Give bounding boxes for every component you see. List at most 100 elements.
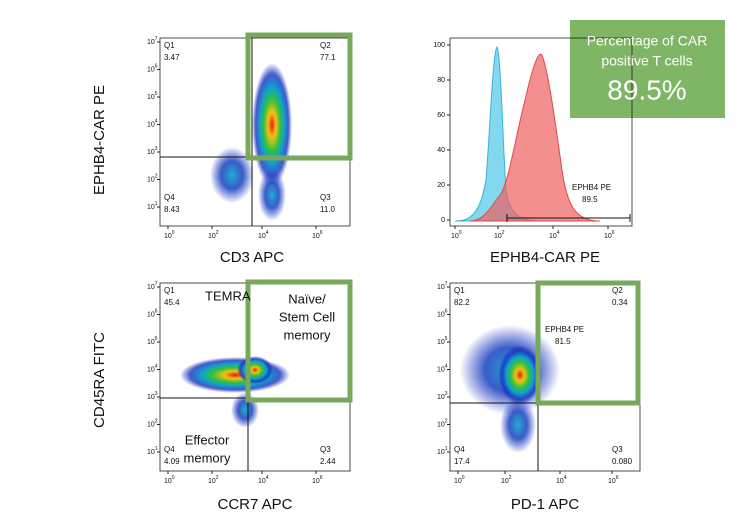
- gate-value: 82.2: [454, 298, 470, 307]
- gate-value: 0.34: [612, 298, 628, 307]
- tick-exp: 2: [216, 230, 219, 236]
- tick-base: 10: [147, 39, 155, 46]
- x-tick-label: 106: [312, 475, 323, 485]
- y-tick-label: 105: [437, 336, 448, 346]
- y-tick-label: 40: [437, 147, 445, 154]
- tick-exp: 3: [445, 391, 448, 397]
- tick-exp: 6: [155, 309, 158, 315]
- tick-base: 10: [147, 94, 155, 101]
- tick-base: 10: [437, 339, 445, 346]
- y-tick-label: 0: [441, 217, 445, 224]
- y-tick-label: 107: [147, 36, 158, 46]
- tick-base: 10: [147, 121, 155, 128]
- tick-exp: 3: [155, 391, 158, 397]
- gate-name: Q1: [164, 286, 175, 295]
- x-axis-label: EPHB4-CAR PE: [490, 249, 600, 266]
- tick-exp: 2: [445, 419, 448, 425]
- x-tick-label: 100: [164, 230, 175, 240]
- tick-exp: 1: [155, 446, 158, 452]
- gate-name: Q3: [320, 445, 331, 454]
- tick-base: 10: [147, 366, 155, 373]
- annotation: Effector: [185, 432, 230, 447]
- tick-base: 10: [437, 311, 445, 318]
- y-tick-label: 106: [147, 309, 158, 319]
- density-cloud: [180, 356, 290, 428]
- x-axis-label: PD-1 APC: [511, 496, 580, 513]
- tick-base: 10: [258, 478, 266, 485]
- gate-name: EPHB4 PE: [545, 325, 584, 334]
- callout-value: 89.5%: [607, 74, 686, 105]
- y-tick-label: 107: [437, 281, 448, 291]
- tick-exp: 2: [216, 475, 219, 481]
- x-tick-label: 104: [258, 475, 269, 485]
- y-tick-label: 101: [147, 446, 158, 456]
- y-tick-label: 101: [147, 201, 158, 211]
- tick-base: 10: [312, 478, 320, 485]
- tick-exp: 2: [155, 419, 158, 425]
- gate-name: Q1: [454, 286, 465, 295]
- tick-base: 10: [147, 421, 155, 428]
- y-tick-label: 103: [147, 391, 158, 401]
- tick-base: 10: [147, 176, 155, 183]
- tick-exp: 4: [266, 475, 269, 481]
- x-tick-label: 106: [312, 230, 323, 240]
- y-tick-label: 106: [147, 64, 158, 74]
- gate-value: 4.09: [164, 457, 180, 466]
- tick-base: 10: [258, 233, 266, 240]
- y-tick-label: 102: [147, 419, 158, 429]
- tick-exp: 7: [445, 281, 448, 287]
- y-tick-label: 102: [147, 174, 158, 184]
- plot-frame: [449, 37, 633, 227]
- tick-base: 10: [437, 366, 445, 373]
- density-cloud: [460, 325, 560, 453]
- tick-exp: 0: [172, 230, 175, 236]
- tick-exp: 4: [155, 364, 158, 370]
- annotation: memory: [184, 450, 231, 465]
- tick-base: 10: [147, 449, 155, 456]
- y-axis-label: EPHB4-CAR PE: [91, 85, 108, 195]
- y-tick-label: 102: [437, 419, 448, 429]
- x-tick-label: 102: [208, 230, 219, 240]
- tick-base: 10: [147, 394, 155, 401]
- annotation: Stem Cell: [279, 309, 335, 324]
- x-tick-label: 106: [604, 230, 615, 240]
- gate-highlight: [245, 279, 353, 403]
- tick-exp: 4: [155, 119, 158, 125]
- gate-value: 2.44: [320, 457, 336, 466]
- tick-exp: 3: [155, 146, 158, 152]
- tick-exp: 7: [155, 281, 158, 287]
- x-tick-label: 102: [494, 230, 505, 240]
- y-tick-label: 104: [147, 364, 158, 374]
- x-tick-label: 102: [501, 475, 512, 485]
- gate-highlight: [245, 32, 353, 161]
- x-tick-label: 100: [164, 475, 175, 485]
- callout-text: Percentage of CAR: [587, 33, 708, 49]
- y-tick-label: 80: [437, 77, 445, 84]
- gate-name: EPHB4 PE: [572, 183, 611, 192]
- x-tick-label: 100: [454, 475, 465, 485]
- tick-base: 10: [208, 233, 216, 240]
- tick-exp: 0: [172, 475, 175, 481]
- gate-value: 8.43: [164, 205, 180, 214]
- tick-base: 10: [147, 339, 155, 346]
- tick-base: 10: [147, 311, 155, 318]
- x-tick-label: 104: [556, 475, 567, 485]
- tick-base: 10: [556, 478, 564, 485]
- tick-exp: 7: [155, 36, 158, 42]
- gate-value: 81.5: [555, 337, 571, 346]
- tick-exp: 2: [509, 475, 512, 481]
- tick-exp: 1: [445, 446, 448, 452]
- annotation: memory: [284, 327, 331, 342]
- tick-base: 10: [208, 478, 216, 485]
- tick-exp: 6: [445, 309, 448, 315]
- y-tick-label: 103: [147, 146, 158, 156]
- histogram-red: [469, 53, 601, 222]
- tick-base: 10: [604, 233, 612, 240]
- y-tick-label: 60: [437, 112, 445, 119]
- gate-value: 3.47: [164, 53, 180, 62]
- gate-name: Q2: [612, 286, 623, 295]
- gate-value: 11.0: [320, 205, 336, 214]
- tick-base: 10: [608, 478, 616, 485]
- gate-highlight: [535, 280, 641, 406]
